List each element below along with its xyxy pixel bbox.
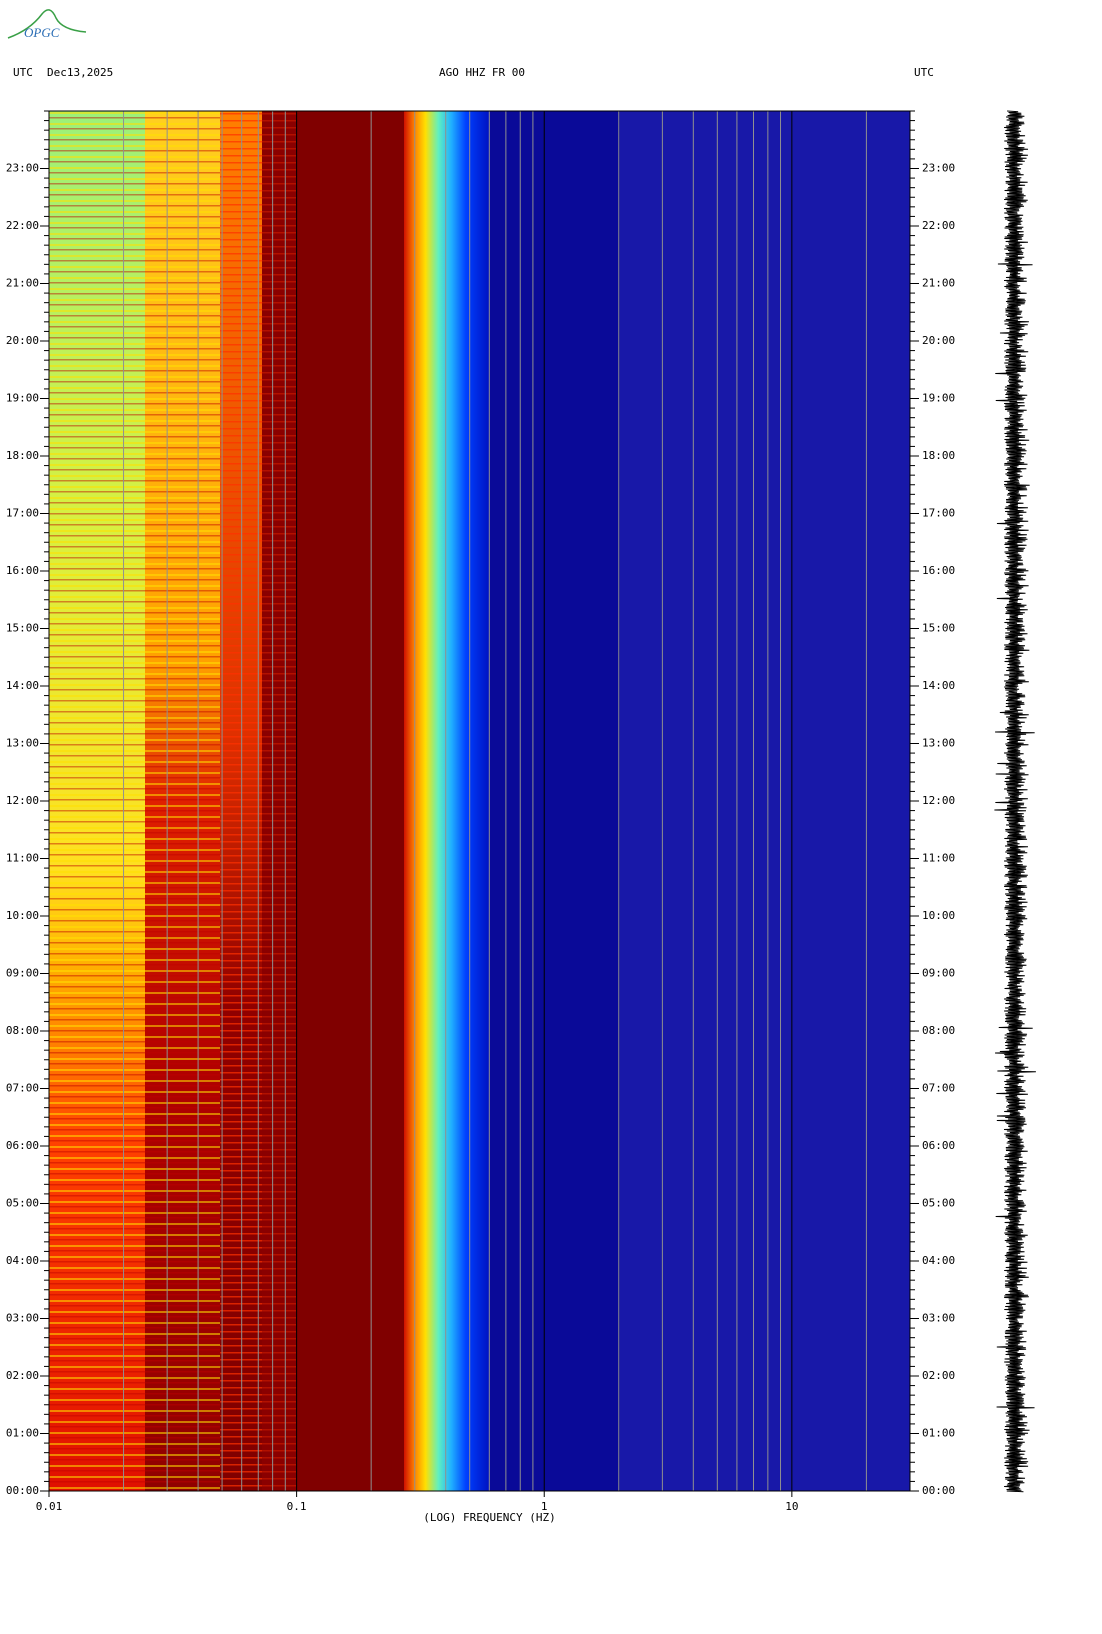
field-band bbox=[296, 111, 404, 1491]
plot-frame bbox=[48, 110, 911, 1492]
y-tick-label: 04:00 bbox=[922, 1254, 955, 1267]
y-tick-label: 20:00 bbox=[922, 334, 955, 347]
y-tick-label: 05:00 bbox=[922, 1197, 955, 1210]
y-tick-label: 14:00 bbox=[922, 679, 955, 692]
y-tick-label: 13:00 bbox=[922, 737, 955, 750]
y-tick-label: 10:00 bbox=[6, 909, 39, 922]
y-tick-label: 17:00 bbox=[922, 507, 955, 520]
y-tick-label: 19:00 bbox=[6, 392, 39, 405]
field-band bbox=[404, 111, 490, 1491]
y-tick-label: 05:00 bbox=[6, 1197, 39, 1210]
y-tick-label: 12:00 bbox=[922, 794, 955, 807]
y-tick-label: 08:00 bbox=[922, 1024, 955, 1037]
y-tick-label: 23:00 bbox=[6, 162, 39, 175]
y-tick-label: 00:00 bbox=[6, 1484, 39, 1497]
y-tick-label: 13:00 bbox=[6, 737, 39, 750]
y-tick-label: 23:00 bbox=[922, 162, 955, 175]
chart-title: AGO HHZ FR 00 bbox=[439, 66, 525, 79]
y-tick-label: 02:00 bbox=[6, 1369, 39, 1382]
y-tick-label: 18:00 bbox=[6, 449, 39, 462]
y-tick-label: 19:00 bbox=[922, 392, 955, 405]
field-stripes bbox=[262, 111, 296, 1491]
field-stripes bbox=[49, 111, 145, 1491]
y-tick-label: 18:00 bbox=[922, 449, 955, 462]
y-tick-label: 07:00 bbox=[922, 1082, 955, 1095]
y-tick-label: 00:00 bbox=[922, 1484, 955, 1497]
y-tick-label: 15:00 bbox=[6, 622, 39, 635]
y-tick-label: 09:00 bbox=[922, 967, 955, 980]
y-tick-label: 22:00 bbox=[6, 219, 39, 232]
y-tick-label: 08:00 bbox=[6, 1024, 39, 1037]
x-tick-label: 0.01 bbox=[36, 1500, 63, 1513]
y-tick-label: 17:00 bbox=[6, 507, 39, 520]
logo-curve bbox=[7, 9, 87, 39]
y-tick-label: 10:00 bbox=[922, 909, 955, 922]
x-tick-label: 1 bbox=[541, 1500, 548, 1513]
date: Dec13,2025 bbox=[47, 66, 113, 79]
spectrogram-field bbox=[49, 111, 910, 1491]
y-tick-label: 06:00 bbox=[922, 1139, 955, 1152]
y-tick-label: 20:00 bbox=[6, 334, 39, 347]
y-tick-label: 04:00 bbox=[6, 1254, 39, 1267]
y-tick-label: 07:00 bbox=[6, 1082, 39, 1095]
y-tick-label: 21:00 bbox=[922, 277, 955, 290]
y-tick-label: 22:00 bbox=[922, 219, 955, 232]
x-axis-label: (LOG) FREQUENCY (HZ) bbox=[423, 1511, 555, 1524]
x-tick-label: 10 bbox=[785, 1500, 798, 1513]
y-tick-label: 01:00 bbox=[6, 1427, 39, 1440]
x-tick-label: 0.1 bbox=[287, 1500, 307, 1513]
y-tick-label: 03:00 bbox=[6, 1312, 39, 1325]
field-stripes bbox=[145, 111, 220, 1491]
y-tick-label: 02:00 bbox=[922, 1369, 955, 1382]
field-band bbox=[490, 111, 620, 1491]
y-tick-label: 11:00 bbox=[922, 852, 955, 865]
y-tick-label: 11:00 bbox=[6, 852, 39, 865]
timezone: UTC bbox=[13, 66, 33, 79]
field-stripes bbox=[220, 111, 262, 1491]
seismogram-trace bbox=[994, 110, 1036, 1493]
y-tick-label: 01:00 bbox=[922, 1427, 955, 1440]
y-tick-label: 16:00 bbox=[6, 564, 39, 577]
y-tick-label: 09:00 bbox=[6, 967, 39, 980]
logo-text: OPGC bbox=[24, 25, 60, 40]
y-tick-label: 15:00 bbox=[922, 622, 955, 635]
y-tick-label: 14:00 bbox=[6, 679, 39, 692]
y-tick-label: 21:00 bbox=[6, 277, 39, 290]
y-tick-label: 16:00 bbox=[922, 564, 955, 577]
axes: 0.01 0.1 1 10 00:00 00:00 01:00 01:00 02:00 02:00… bbox=[6, 110, 955, 1524]
y-tick-label: 03:00 bbox=[922, 1312, 955, 1325]
y-tick-label: 12:00 bbox=[6, 794, 39, 807]
timezone-right: UTC bbox=[914, 66, 934, 79]
y-tick-label: 06:00 bbox=[6, 1139, 39, 1152]
logo: OPGC bbox=[7, 9, 87, 40]
